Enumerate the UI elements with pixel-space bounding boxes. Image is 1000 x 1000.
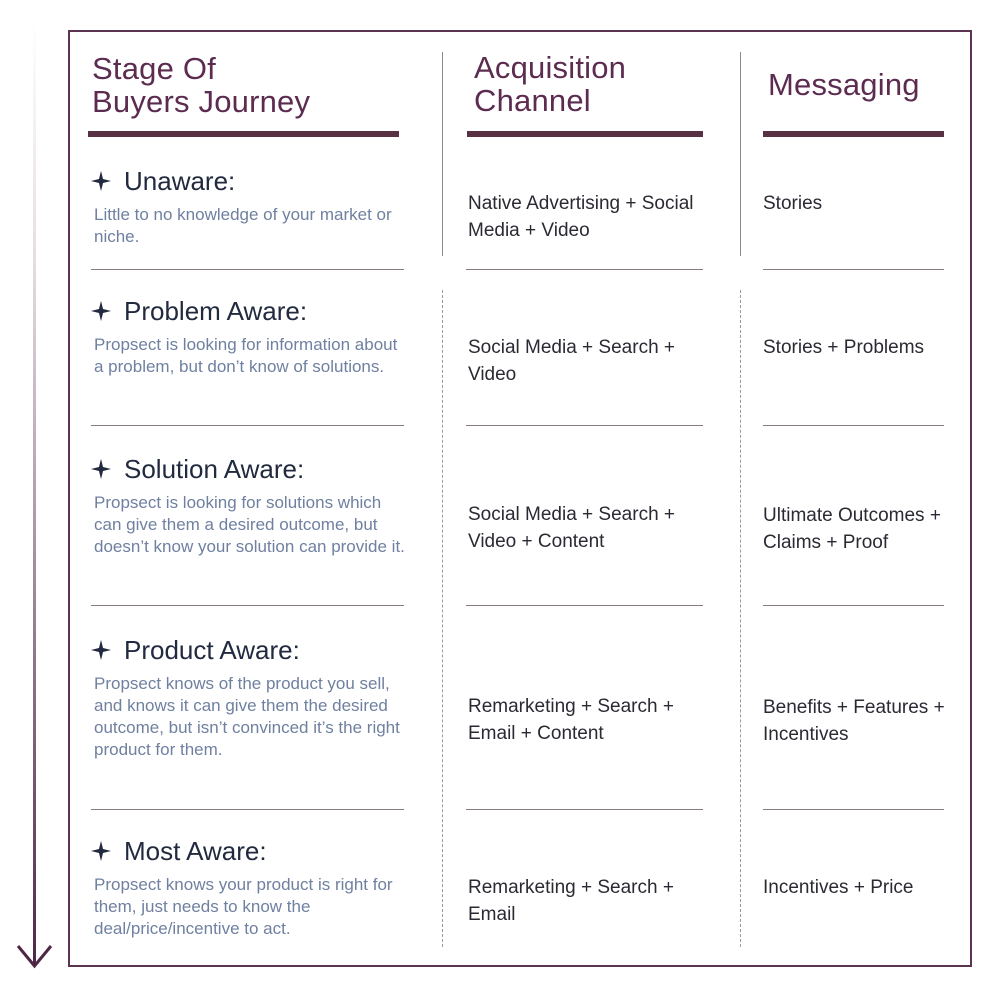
sparkle-star-icon	[90, 170, 112, 192]
sparkle-star-icon	[90, 300, 112, 322]
stage-solution-aware: Solution Aware: Propsect is looking for …	[90, 454, 408, 558]
table-frame	[68, 30, 972, 967]
row-separator	[466, 269, 703, 270]
row-separator	[466, 425, 703, 426]
messaging-cell: Stories	[763, 193, 823, 214]
row-separator	[466, 809, 703, 810]
stage-title: Most Aware:	[124, 836, 267, 866]
column-divider	[740, 52, 741, 256]
stage-description: Little to no knowledge of your market or…	[94, 205, 392, 246]
header-channel-line1: Acquisition	[474, 50, 627, 85]
header-messaging: Messaging	[768, 67, 920, 102]
row-separator	[91, 605, 404, 606]
stage-description: Propsect is looking for information abou…	[94, 335, 398, 376]
header-underline	[467, 131, 703, 137]
header-stage-line2: Buyers Journey	[92, 84, 311, 119]
channel-cell: Remarketing + Search + Email	[468, 877, 674, 925]
row-separator	[763, 425, 944, 426]
channel-cell: Social Media + Search + Video + Content	[468, 504, 676, 552]
row-separator	[91, 809, 404, 810]
sparkle-star-icon	[90, 458, 112, 480]
header-underline	[88, 131, 399, 137]
channel-cell: Remarketing + Search + Email + Content	[468, 696, 674, 744]
stage-most-aware: Most Aware: Propsect knows your product …	[90, 836, 408, 940]
header-channel: Acquisition Channel	[474, 51, 626, 117]
stage-problem-aware: Problem Aware: Propsect is looking for i…	[90, 296, 408, 378]
header-channel-line2: Channel	[474, 83, 591, 118]
stage-description: Propsect is looking for solutions which …	[94, 493, 405, 556]
messaging-cell: Ultimate Outcomes + Claims + Proof	[763, 505, 941, 553]
stage-title: Product Aware:	[124, 635, 300, 665]
header-stage: Stage Of Buyers Journey	[92, 52, 310, 118]
row-separator	[763, 269, 944, 270]
row-separator	[91, 269, 404, 270]
row-separator	[763, 605, 944, 606]
channel-cell: Native Advertising + Social Media + Vide…	[468, 193, 694, 241]
stage-title: Unaware:	[124, 166, 236, 196]
journey-arrow-icon	[16, 20, 53, 969]
column-divider	[740, 290, 741, 947]
stage-description: Propsect knows your product is right for…	[94, 875, 393, 938]
header-stage-line1: Stage Of	[92, 51, 216, 86]
messaging-cell: Incentives + Price	[763, 877, 914, 898]
sparkle-star-icon	[90, 639, 112, 661]
column-divider	[442, 290, 443, 947]
stage-title: Solution Aware:	[124, 454, 305, 484]
sparkle-star-icon	[90, 840, 112, 862]
stage-unaware: Unaware: Little to no knowledge of your …	[90, 166, 408, 248]
row-separator	[466, 605, 703, 606]
column-divider	[442, 52, 443, 256]
row-separator	[91, 425, 404, 426]
header-underline	[763, 131, 944, 137]
messaging-cell: Stories + Problems	[763, 337, 925, 358]
stage-title: Problem Aware:	[124, 296, 308, 326]
channel-cell: Social Media + Search + Video	[468, 337, 676, 385]
messaging-cell: Benefits + Features + Incentives	[763, 697, 945, 745]
stage-product-aware: Product Aware: Propsect knows of the pro…	[90, 635, 408, 761]
stage-description: Propsect knows of the product you sell, …	[94, 674, 400, 759]
row-separator	[763, 809, 944, 810]
